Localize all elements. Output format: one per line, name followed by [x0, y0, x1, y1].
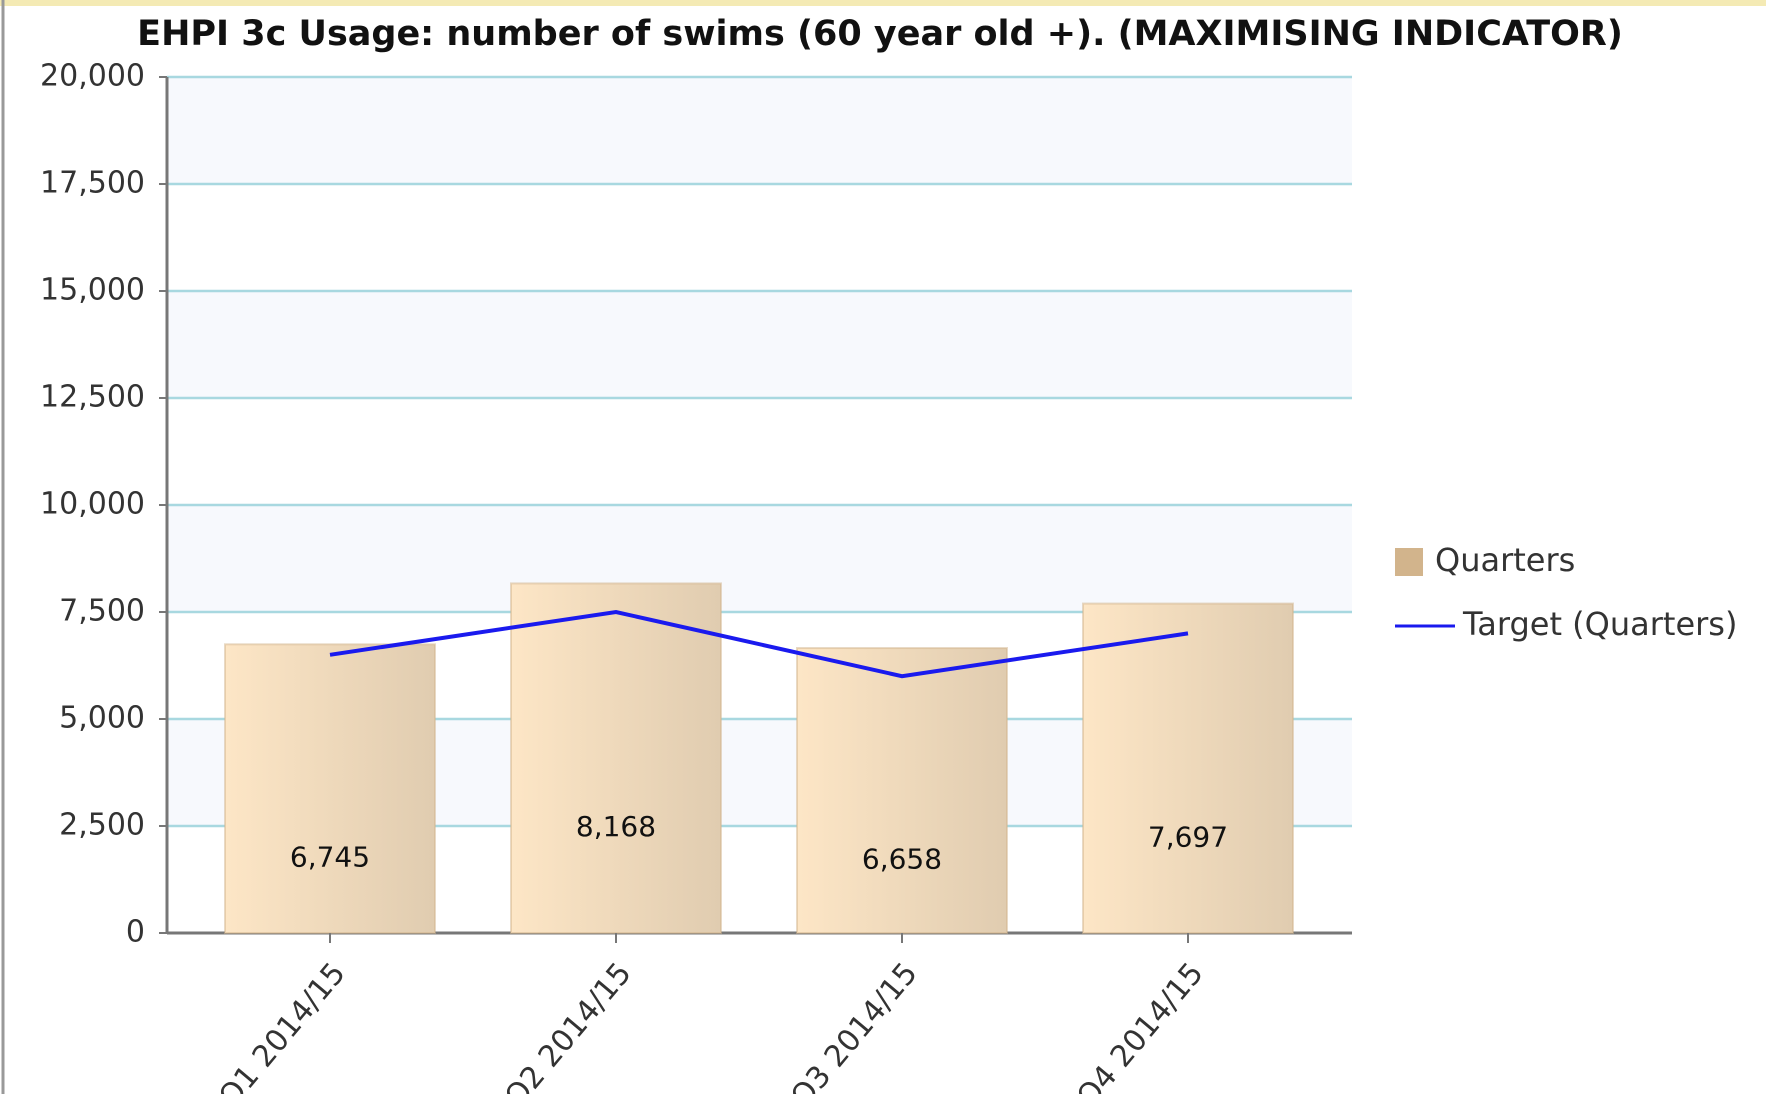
legend-label: Quarters	[1435, 541, 1575, 579]
chart-title: EHPI 3c Usage: number of swims (60 year …	[137, 14, 1623, 54]
bar	[224, 643, 436, 935]
bar	[796, 647, 1008, 934]
data-label: 8,168	[576, 810, 656, 843]
y-tick-label: 5,000	[59, 701, 145, 736]
y-tick-label: 2,500	[59, 808, 145, 843]
y-tick-label: 10,000	[40, 487, 145, 522]
grid-band	[167, 77, 1352, 184]
legend-swatch	[1395, 548, 1423, 576]
y-tick-label: 7,500	[59, 594, 145, 629]
x-tick-label: Q1 2014/15	[212, 956, 353, 1094]
data-label: 6,658	[862, 843, 942, 876]
grid-band	[167, 291, 1352, 398]
bar	[510, 582, 722, 934]
y-tick-label: 17,500	[40, 166, 145, 201]
grid-band	[167, 505, 1352, 612]
y-tick-label: 0	[126, 915, 145, 950]
y-tick-label: 20,000	[40, 59, 145, 94]
y-tick-label: 15,000	[40, 273, 145, 308]
x-tick-label: Q4 2014/15	[1070, 956, 1211, 1094]
y-tick-label: 12,500	[40, 380, 145, 415]
data-label: 6,745	[290, 841, 370, 874]
x-tick-label: Q2 2014/15	[498, 956, 639, 1094]
plot-background	[167, 77, 1352, 826]
top-strip	[0, 0, 1766, 6]
x-tick-label: Q3 2014/15	[784, 956, 925, 1094]
bar	[1082, 602, 1294, 935]
legend-label: Target (Quarters)	[1462, 605, 1737, 643]
data-label: 7,697	[1148, 820, 1228, 853]
target-line	[329, 609, 1189, 679]
